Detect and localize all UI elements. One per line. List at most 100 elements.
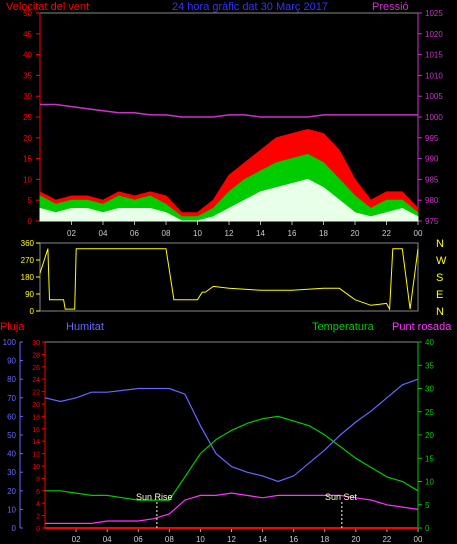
series-avg [39, 178, 419, 222]
rain-tick-label: 12 [32, 452, 40, 459]
rain-tick-label: 14 [32, 439, 40, 446]
x-tick-label: 10 [196, 535, 205, 544]
x-tick-label: 22 [382, 229, 391, 238]
humidity-tick-label: 10 [7, 505, 16, 514]
right-tick-label: 975 [425, 217, 439, 226]
right-tick-label: 1020 [425, 30, 443, 39]
panel-frame [39, 242, 419, 312]
right-tick-label: 980 [425, 196, 439, 205]
humidity-tick-label: 50 [7, 431, 16, 440]
left-tick-label: 40 [23, 51, 32, 60]
humidity-tick-label: 60 [7, 412, 16, 421]
x-tick-label: 20 [351, 229, 360, 238]
x-tick-label: 06 [130, 229, 139, 238]
rain-tick-label: 8 [36, 476, 40, 483]
series-direction [39, 248, 419, 311]
x-tick-label: 14 [256, 229, 265, 238]
left-tick-label: 50 [23, 9, 32, 18]
left-tick-label: 180 [21, 273, 35, 282]
bottom-temperature-label: Temperatura [312, 321, 375, 333]
right-tick-label: 985 [425, 175, 439, 184]
x-tick-label: 06 [134, 535, 143, 544]
right-tick-label: 990 [425, 155, 439, 164]
humidity-tick-label: 0 [12, 524, 17, 533]
sunset-label: Sun Set [325, 492, 358, 502]
x-tick-label: 22 [382, 535, 391, 544]
compass-label: E [436, 289, 443, 301]
x-tick-label: 00 [414, 229, 423, 238]
humidity-tick-label: 70 [7, 394, 16, 403]
temp-tick-label: 0 [425, 524, 430, 533]
temp-tick-label: 20 [425, 431, 434, 440]
right-tick-label: 1025 [425, 9, 443, 18]
x-tick-label: 14 [258, 535, 267, 544]
rain-tick-label: 10 [32, 464, 40, 471]
temp-tick-label: 40 [425, 338, 434, 347]
left-tick-label: 10 [23, 175, 32, 184]
series-humidity [44, 378, 419, 483]
left-tick-label: 25 [23, 113, 32, 122]
rain-tick-label: 18 [32, 414, 40, 421]
compass-label: S [436, 272, 443, 284]
x-tick-label: 00 [414, 535, 423, 544]
wind-pressure-panel: 0510152025303540455097598098599099510001… [23, 9, 443, 238]
series-pressure [40, 103, 418, 118]
compass-label: N [436, 306, 444, 318]
humidity-tick-label: 100 [3, 338, 17, 347]
temp-tick-label: 35 [425, 361, 434, 370]
x-tick-label: 04 [103, 535, 112, 544]
rain-tick-label: 28 [32, 352, 40, 359]
right-tick-label: 995 [425, 134, 439, 143]
top-chart-title: 24 hora gràfic dat 30 Març 2017 [172, 1, 328, 13]
compass-label: N [436, 238, 444, 250]
left-tick-label: 0 [28, 217, 33, 226]
bottom-rain-label: Pluja [0, 321, 25, 333]
x-tick-label: 16 [289, 535, 298, 544]
left-tick-label: 30 [23, 92, 32, 101]
x-tick-label: 16 [288, 229, 297, 238]
left-tick-label: 0 [30, 307, 35, 316]
humidity-tick-label: 40 [7, 450, 16, 459]
temp-tick-label: 25 [425, 408, 434, 417]
right-tick-label: 1000 [425, 113, 443, 122]
right-tick-label: 1010 [425, 71, 443, 80]
series-temperature [45, 415, 419, 501]
rain-tick-label: 2 [36, 514, 40, 521]
compass-label: W [436, 255, 447, 267]
top-left-axis-label: Velocitat del vent [6, 1, 89, 13]
left-tick-label: 270 [21, 256, 35, 265]
temp-tick-label: 30 [425, 385, 434, 394]
x-tick-label: 18 [320, 535, 329, 544]
left-tick-label: 15 [23, 155, 32, 164]
x-tick-label: 08 [165, 535, 174, 544]
left-tick-label: 20 [23, 134, 32, 143]
right-tick-label: 1015 [425, 51, 443, 60]
x-tick-label: 18 [319, 229, 328, 238]
rain-tick-label: 20 [32, 402, 40, 409]
temp-humidity-panel: 0102030405060708090100024681012141618202… [3, 338, 435, 544]
humidity-tick-label: 20 [7, 487, 16, 496]
rain-tick-label: 24 [32, 377, 40, 384]
temp-tick-label: 5 [425, 501, 430, 510]
panel-frame [44, 341, 419, 529]
rain-tick-label: 30 [32, 340, 40, 347]
left-tick-label: 5 [28, 196, 33, 205]
temp-tick-label: 15 [425, 454, 434, 463]
rain-tick-label: 22 [32, 390, 40, 397]
left-tick-label: 90 [25, 290, 34, 299]
rain-tick-label: 16 [32, 427, 40, 434]
right-tick-label: 1005 [425, 92, 443, 101]
x-tick-label: 12 [227, 535, 236, 544]
x-tick-label: 02 [72, 535, 81, 544]
x-tick-label: 20 [351, 535, 360, 544]
humidity-tick-label: 30 [7, 468, 16, 477]
bottom-humidity-label: Humitat [66, 321, 104, 333]
top-right-axis-label: Pressió [372, 1, 409, 13]
x-tick-label: 04 [99, 229, 108, 238]
left-tick-label: 360 [21, 239, 35, 248]
series-dewpoint [45, 492, 419, 524]
left-tick-label: 35 [23, 71, 32, 80]
temp-tick-label: 10 [425, 478, 434, 487]
